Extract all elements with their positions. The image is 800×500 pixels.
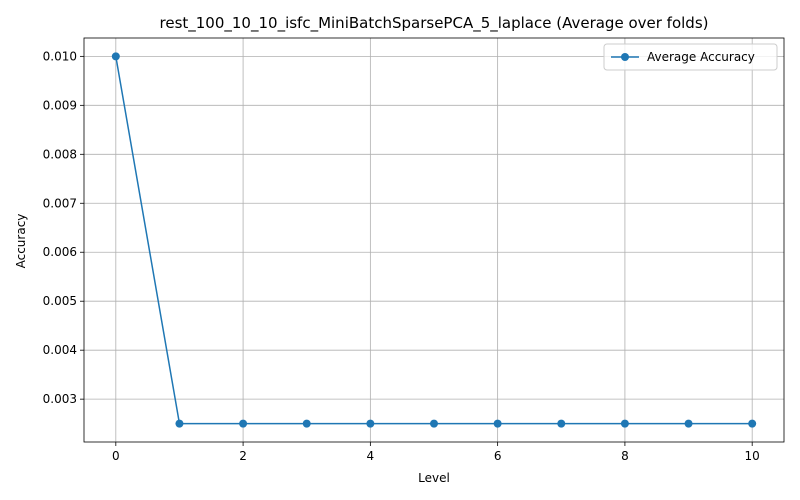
data-point xyxy=(620,419,629,428)
y-tick-label: 0.008 xyxy=(43,147,77,161)
x-tick-label: 8 xyxy=(621,449,629,463)
data-point xyxy=(111,52,120,61)
legend-marker-swatch xyxy=(621,53,629,61)
legend: Average Accuracy xyxy=(603,43,778,71)
plot-frame xyxy=(83,37,785,443)
y-tick-label: 0.007 xyxy=(43,196,77,210)
x-tick-label: 0 xyxy=(112,449,120,463)
x-axis-label: Level xyxy=(418,471,450,485)
y-tick-label: 0.010 xyxy=(43,49,77,63)
y-tick-label: 0.004 xyxy=(43,343,77,357)
data-point xyxy=(557,419,566,428)
legend-box xyxy=(603,43,778,71)
y-tick-label: 0.006 xyxy=(43,245,77,259)
legend-label: Average Accuracy xyxy=(647,50,755,64)
data-point xyxy=(302,419,311,428)
tick-labels: 0 2 4 6 8 10 0.003 0.004 0.005 0.006 0.007 0.008 0.0… xyxy=(43,49,760,463)
data-point xyxy=(493,419,502,428)
x-tick-label: 2 xyxy=(239,449,247,463)
x-tick-label: 4 xyxy=(367,449,375,463)
x-tick-label: 10 xyxy=(745,449,760,463)
y-tick-label: 0.005 xyxy=(43,294,77,308)
data-point xyxy=(366,419,375,428)
data-point xyxy=(684,419,693,428)
y-axis-label: Accuracy xyxy=(14,214,28,269)
x-tick-label: 6 xyxy=(494,449,502,463)
data-point xyxy=(748,419,757,428)
data-point xyxy=(175,419,184,428)
y-tick-label: 0.003 xyxy=(43,392,77,406)
axes xyxy=(80,37,785,446)
y-tick-label: 0.009 xyxy=(43,98,77,112)
series-layer xyxy=(111,52,757,428)
chart-title: rest_100_10_10_isfc_MiniBatchSparsePCA_5… xyxy=(160,14,709,33)
data-point xyxy=(239,419,248,428)
data-point xyxy=(430,419,438,428)
